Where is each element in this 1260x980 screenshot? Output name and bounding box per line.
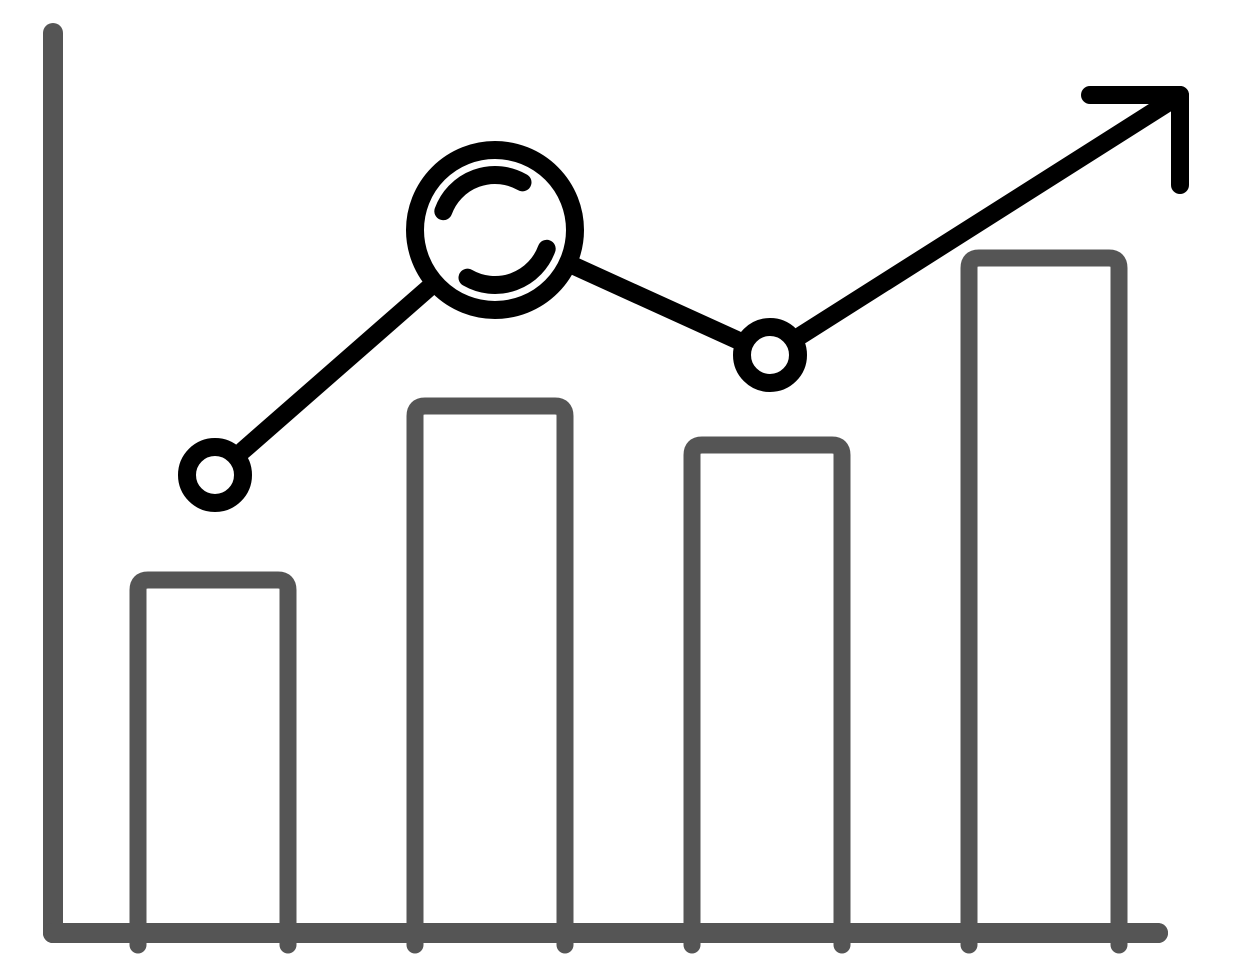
bar-2: [415, 406, 565, 945]
bar-3: [692, 445, 842, 945]
bar-1: [138, 580, 288, 945]
trend-node-small-1: [187, 447, 243, 503]
growth-chart-icon: [0, 0, 1260, 980]
trend-node-small-3: [742, 327, 798, 383]
chart-svg: [0, 0, 1260, 980]
bar-4: [969, 258, 1119, 945]
